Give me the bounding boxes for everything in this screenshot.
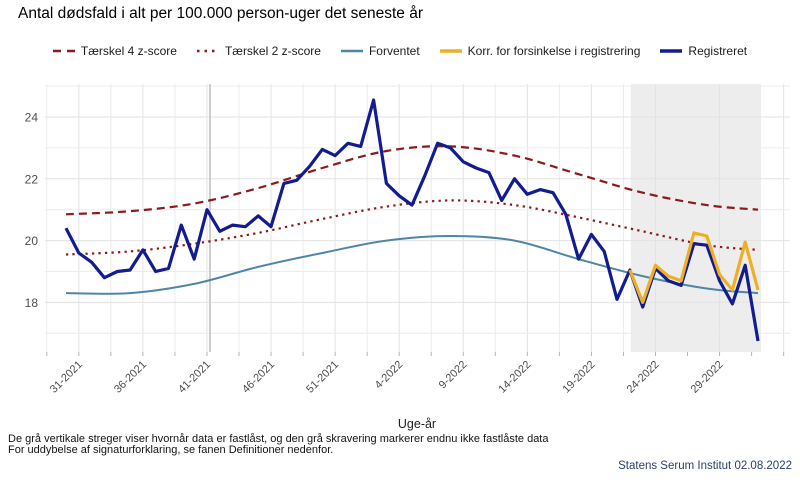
- x-axis-title: Uge-år: [397, 417, 437, 431]
- x-axis-tick-label: 4-2022: [373, 359, 406, 392]
- legend-label: Registreret: [688, 44, 748, 58]
- legend-item-expected: Forventet: [340, 44, 420, 58]
- series-line-1: [65, 145, 759, 216]
- series-line-2: [65, 199, 759, 256]
- x-axis-tick-label: 31-2021: [48, 359, 85, 396]
- legend-label: Forventet: [368, 44, 420, 58]
- series-line-4: [64, 98, 760, 342]
- x-axis-tick-label: 36-2021: [112, 359, 149, 396]
- y-axis-tick-label: 22: [25, 172, 39, 186]
- x-axis-tick-label: 46-2021: [240, 359, 277, 396]
- legend-item-threshold2: Tærskel 2 z-score: [196, 44, 321, 58]
- x-axis-tick-label: 9-2022: [437, 359, 470, 392]
- x-axis-tick-label: 41-2021: [176, 359, 213, 396]
- shaded-unlocked-region: [630, 84, 762, 352]
- y-axis-tick-label: 20: [25, 234, 39, 248]
- footnote-locked-data: De grå vertikale streger viser hvornår d…: [8, 433, 549, 445]
- legend-label: Korr. for forsinkelse i registrering: [467, 44, 641, 58]
- solid-line-swatch-icon: [660, 49, 683, 53]
- chart-title: Antal dødsfald i alt per 100.000 person-…: [18, 5, 423, 22]
- x-axis-tick-label: 51-2021: [304, 359, 341, 396]
- chart-legend: Tærskel 4 z-score Tærskel 2 z-score Forv…: [0, 44, 800, 58]
- x-axis-tick-label: 14-2022: [496, 359, 533, 396]
- series-line-3: [65, 235, 759, 295]
- legend-item-threshold4: Tærskel 4 z-score: [52, 44, 177, 58]
- solid-line-swatch-icon: [439, 49, 462, 53]
- series-line-5: [628, 231, 760, 304]
- solid-line-swatch-icon: [340, 49, 363, 53]
- x-axis-tick-label: 24-2022: [625, 359, 662, 396]
- legend-item-registered: Registreret: [660, 44, 747, 58]
- y-axis-tick-label: 24: [25, 111, 39, 125]
- legend-label: Tærskel 4 z-score: [80, 44, 177, 58]
- attribution: Statens Serum Institut 02.08.2022: [618, 460, 792, 472]
- legend-label: Tærskel 2 z-score: [224, 44, 321, 58]
- legend-item-corrected: Korr. for forsinkelse i registrering: [439, 44, 641, 58]
- dashed-line-swatch-icon: [52, 49, 75, 53]
- footnotes: De grå vertikale streger viser hvornår d…: [8, 433, 549, 457]
- x-axis-tick-label: 29-2022: [689, 359, 726, 396]
- footnote-definitions: For uddybelse af signaturforklaring, se …: [8, 444, 334, 457]
- x-axis-tick-label: 19-2022: [560, 359, 597, 396]
- y-axis-tick-label: 18: [25, 296, 39, 310]
